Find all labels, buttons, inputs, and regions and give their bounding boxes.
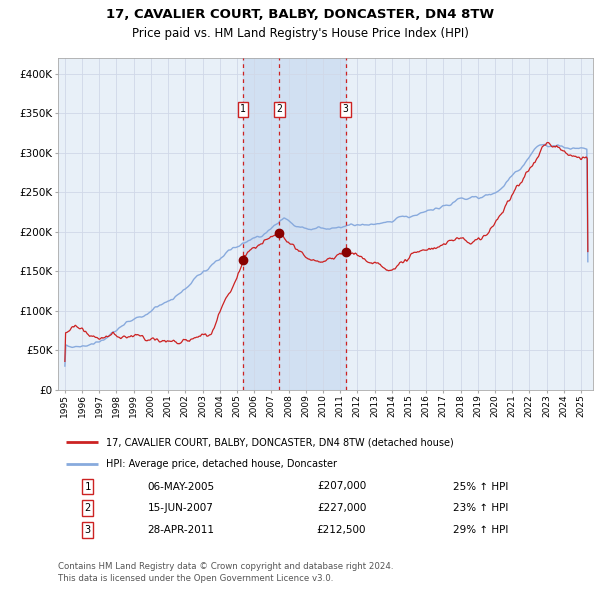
Text: HPI: Average price, detached house, Doncaster: HPI: Average price, detached house, Donc… [106, 458, 337, 468]
Text: £227,000: £227,000 [317, 503, 366, 513]
Text: 1: 1 [84, 481, 91, 491]
Text: £207,000: £207,000 [317, 481, 366, 491]
Text: 06-MAY-2005: 06-MAY-2005 [148, 481, 215, 491]
Text: This data is licensed under the Open Government Licence v3.0.: This data is licensed under the Open Gov… [58, 574, 334, 583]
Text: 17, CAVALIER COURT, BALBY, DONCASTER, DN4 8TW (detached house): 17, CAVALIER COURT, BALBY, DONCASTER, DN… [106, 437, 454, 447]
Text: 29% ↑ HPI: 29% ↑ HPI [453, 525, 508, 535]
Text: 25% ↑ HPI: 25% ↑ HPI [453, 481, 508, 491]
Text: 2: 2 [84, 503, 91, 513]
Text: Contains HM Land Registry data © Crown copyright and database right 2024.: Contains HM Land Registry data © Crown c… [58, 562, 394, 571]
Text: 1: 1 [240, 104, 246, 114]
Text: £212,500: £212,500 [317, 525, 366, 535]
Text: 28-APR-2011: 28-APR-2011 [148, 525, 215, 535]
Text: 17, CAVALIER COURT, BALBY, DONCASTER, DN4 8TW: 17, CAVALIER COURT, BALBY, DONCASTER, DN… [106, 8, 494, 21]
Text: 2: 2 [276, 104, 282, 114]
Text: 23% ↑ HPI: 23% ↑ HPI [453, 503, 508, 513]
Text: 3: 3 [84, 525, 91, 535]
Text: 15-JUN-2007: 15-JUN-2007 [148, 503, 214, 513]
Bar [243, 58, 346, 390]
Text: 3: 3 [343, 104, 349, 114]
Text: Price paid vs. HM Land Registry's House Price Index (HPI): Price paid vs. HM Land Registry's House … [131, 28, 469, 41]
